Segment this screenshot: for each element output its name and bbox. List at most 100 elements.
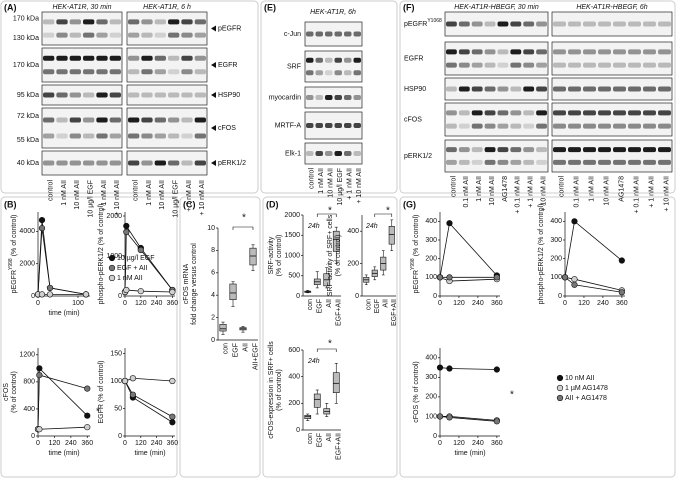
y-axis-label-text: pEGFR xyxy=(11,270,18,293)
y-axis-label: fold change versus control xyxy=(191,243,198,325)
blot-band xyxy=(510,21,522,27)
lane-label: + 1 nM AII xyxy=(101,180,108,212)
x-tick-label: 360 xyxy=(616,300,628,307)
x-tick-label: 0 xyxy=(123,300,127,307)
blot-band xyxy=(536,110,547,116)
category-label: AII xyxy=(383,299,390,308)
blot-band xyxy=(497,110,509,116)
blot-frame xyxy=(41,150,123,176)
x-tick-label: 240 xyxy=(472,440,484,447)
blot-band xyxy=(523,49,535,55)
data-point xyxy=(571,276,578,283)
lane-label: control xyxy=(558,176,565,197)
lane-label: + 1 nM AII xyxy=(648,176,655,208)
blot-band xyxy=(128,133,140,139)
y-tick-label: 400 xyxy=(550,218,562,225)
arrow xyxy=(211,25,216,32)
blot-band xyxy=(446,110,457,116)
blot-band xyxy=(109,32,121,38)
lane-label: + 0.1 nM AII xyxy=(515,176,522,214)
row-label: EGFR xyxy=(218,62,237,69)
data-point xyxy=(169,413,176,420)
blot-band xyxy=(471,21,483,27)
blot-band xyxy=(181,69,193,75)
blot-band xyxy=(43,55,55,61)
y-tick-label: 2000 xyxy=(284,212,300,219)
y-axis-label: (% of control) xyxy=(11,371,18,413)
blot-band xyxy=(168,92,180,98)
y-tick-label: 200 xyxy=(347,260,359,267)
box xyxy=(219,324,227,332)
blot-band xyxy=(510,62,522,68)
panel-frame xyxy=(0,196,178,478)
data-point xyxy=(436,413,444,420)
y-axis-label: (% of control) xyxy=(276,369,283,411)
legend-marker xyxy=(556,384,564,392)
category-label: con xyxy=(307,433,314,444)
blot-band xyxy=(458,110,470,116)
data-point xyxy=(561,274,569,281)
blot-band xyxy=(315,70,323,76)
panel-frame xyxy=(260,0,398,194)
blot-band xyxy=(446,21,457,27)
legend-marker xyxy=(108,264,116,272)
blot-band xyxy=(583,159,596,165)
blot-band xyxy=(643,86,656,92)
data-point xyxy=(46,291,54,298)
blot-band xyxy=(128,92,140,98)
legend-marker xyxy=(556,374,564,382)
blot-frame xyxy=(444,77,549,101)
lane-label: 10 nM AII xyxy=(159,180,166,210)
lane-label: 1 nM AII xyxy=(588,176,595,202)
x-tick-label: 360 xyxy=(491,300,503,307)
blot-band xyxy=(658,123,671,129)
blot-band xyxy=(43,32,55,38)
blot-band xyxy=(484,62,496,68)
blot-band xyxy=(536,86,547,92)
blot-band xyxy=(168,160,180,166)
y-axis-label: EGFR (% of control) xyxy=(98,360,105,423)
lane-label: + 1 nM AII xyxy=(186,180,193,212)
blot-band xyxy=(181,117,193,123)
legend-label: 10 µg/l EGF xyxy=(117,255,155,262)
data-point xyxy=(571,281,578,288)
blot-band xyxy=(315,57,323,63)
y-axis-label: pEGFRY998(% of control) xyxy=(410,215,420,294)
blot-band xyxy=(613,123,626,129)
x-tick-label: 360 xyxy=(167,300,179,307)
y-axis-label: phospho-pERK1/2 (% of control) xyxy=(98,204,105,305)
series-line xyxy=(37,367,88,430)
blot-band xyxy=(69,19,81,25)
blot-band xyxy=(484,147,496,153)
blot-band xyxy=(583,21,596,27)
blot-band xyxy=(128,69,140,75)
mw-label: 170 kDa xyxy=(13,15,39,22)
blot-band xyxy=(194,117,206,123)
blot-band xyxy=(583,86,596,92)
y-tick-label: 300 xyxy=(425,237,437,244)
blot-frame xyxy=(551,11,673,37)
blot-band xyxy=(643,123,656,129)
x-tick-label: 240 xyxy=(472,300,484,307)
blot-band xyxy=(628,21,641,27)
blot-band xyxy=(141,69,153,75)
row-label: MRTF-A xyxy=(275,122,302,129)
blot-band xyxy=(471,62,483,68)
y-axis-label-unit: (% of control) xyxy=(413,215,420,257)
blot-band xyxy=(523,123,535,129)
y-tick-label: 2000 xyxy=(19,261,35,268)
y-tick-label: 600 xyxy=(288,347,300,354)
box xyxy=(388,226,395,245)
panel-label: (B) xyxy=(4,199,17,209)
lane-label: AG1478 xyxy=(618,176,625,202)
blot-band xyxy=(643,147,656,153)
data-point xyxy=(129,375,136,382)
blot-band xyxy=(471,86,483,92)
blot-band xyxy=(96,160,108,166)
y-tick-label: 0 xyxy=(211,337,215,344)
blot-band xyxy=(168,69,180,75)
panel-frame xyxy=(399,196,676,478)
lane-label: control xyxy=(450,176,457,197)
data-point xyxy=(446,220,453,227)
blot-band xyxy=(553,62,566,68)
